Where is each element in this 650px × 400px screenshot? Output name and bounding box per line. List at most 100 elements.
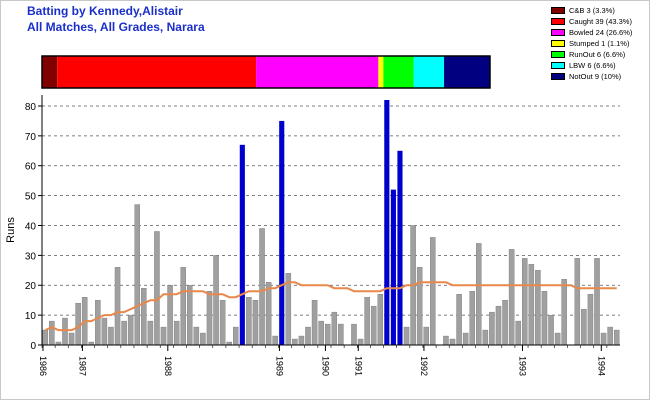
x-year-label: 1987: [77, 356, 87, 376]
summary-segment: [378, 56, 384, 88]
bar: [613, 329, 620, 346]
average-line: [44, 281, 617, 332]
legend-swatch: [551, 73, 565, 80]
bar: [489, 311, 495, 346]
bar: [213, 255, 219, 346]
x-year-label: 1993: [517, 356, 527, 376]
legend-swatch: [551, 7, 565, 14]
legend-label: C&B 3 (3.3%): [569, 6, 615, 15]
bar: [298, 335, 305, 346]
chart-subtitle: All Matches, All Grades, Narara: [27, 20, 205, 34]
bar: [219, 299, 226, 346]
bar: [515, 320, 521, 346]
x-year-label: 1986: [38, 356, 48, 376]
bar: [272, 335, 278, 346]
summary-segment: [444, 56, 490, 88]
bar: [160, 326, 167, 346]
bar: [206, 291, 213, 346]
bar: [62, 317, 68, 346]
legend-item: Bowled 24 (26.6%): [551, 27, 632, 38]
axes: 0 10 20 30 40 50 60 70 80 1986 1987 1988 1989 1990 199…: [25, 95, 620, 376]
legend-swatch: [551, 62, 565, 69]
bar: [279, 120, 285, 345]
bar: [574, 258, 581, 346]
bar: [318, 320, 324, 346]
bar: [495, 305, 502, 346]
bar: [502, 299, 508, 346]
legend-label: Caught 39 (43.3%): [569, 17, 632, 26]
bar: [311, 299, 318, 346]
bar: [456, 294, 462, 346]
bar: [265, 282, 272, 346]
legend-item: Stumped 1 (1.1%): [551, 38, 632, 49]
bar: [331, 311, 338, 346]
y-axis-label: Runs: [5, 217, 17, 243]
bar: [528, 264, 535, 346]
summary-segment: [256, 56, 379, 88]
bar: [397, 150, 403, 345]
bar: [173, 320, 180, 346]
bar: [423, 326, 430, 346]
y-tick-label: 80: [25, 102, 37, 113]
bar: [561, 279, 567, 346]
bar: [548, 314, 554, 346]
bar: [449, 338, 456, 346]
bar: [338, 323, 344, 346]
bar: [42, 329, 49, 346]
legend-item: RunOut 6 (6.6%): [551, 49, 632, 60]
bar: [351, 323, 357, 346]
legend: C&B 3 (3.3%) Caught 39 (43.3%) Bowled 24 (…: [551, 5, 632, 82]
x-year-label: 1990: [320, 356, 330, 376]
summary-segment: [413, 56, 445, 88]
bar: [607, 326, 613, 346]
bar: [594, 258, 600, 346]
bar: [443, 335, 449, 346]
x-year-label: 1992: [419, 356, 429, 376]
summary-segment: [383, 56, 414, 88]
bar: [541, 291, 548, 346]
bar: [482, 329, 489, 346]
y-tick-label: 40: [25, 221, 37, 232]
bar: [75, 302, 81, 346]
legend-item: C&B 3 (3.3%): [551, 5, 632, 16]
bar: [416, 267, 423, 346]
bar: [134, 204, 141, 346]
bar: [239, 144, 245, 345]
bar: [292, 338, 298, 346]
y-tick-label: 60: [25, 162, 37, 173]
bars: [42, 100, 620, 346]
x-year-label: 1994: [596, 356, 606, 376]
legend-label: LBW 6 (6.6%): [569, 61, 616, 70]
legend-label: Stumped 1 (1.1%): [569, 39, 630, 48]
summary-outline: [41, 55, 491, 89]
bar: [581, 308, 587, 346]
legend-swatch: [551, 29, 565, 36]
bar: [462, 332, 469, 346]
bar: [469, 291, 475, 346]
chart-title: Batting by Kennedy,Alistair: [27, 4, 183, 18]
x-year-label: 1988: [163, 356, 173, 376]
summary-segment: [42, 56, 58, 88]
y-tick-label: 10: [25, 311, 37, 322]
y-tick-label: 20: [25, 281, 37, 292]
bar: [324, 323, 331, 346]
x-year-label: 1991: [353, 356, 363, 376]
bar: [521, 258, 528, 346]
bar: [535, 270, 541, 346]
legend-label: NotOut 9 (10%): [569, 72, 622, 81]
bar: [127, 314, 134, 346]
legend-label: RunOut 6 (6.6%): [569, 50, 626, 59]
bar: [154, 231, 160, 346]
bar: [246, 296, 252, 346]
bar: [95, 299, 101, 346]
bar: [49, 320, 55, 346]
bar: [430, 237, 436, 346]
dismissal-summary-bar: [41, 55, 491, 89]
bar: [68, 332, 75, 346]
bar: [114, 267, 121, 346]
legend-swatch: [551, 40, 565, 47]
bar: [364, 296, 370, 346]
bar: [187, 285, 193, 346]
bar: [554, 332, 561, 346]
